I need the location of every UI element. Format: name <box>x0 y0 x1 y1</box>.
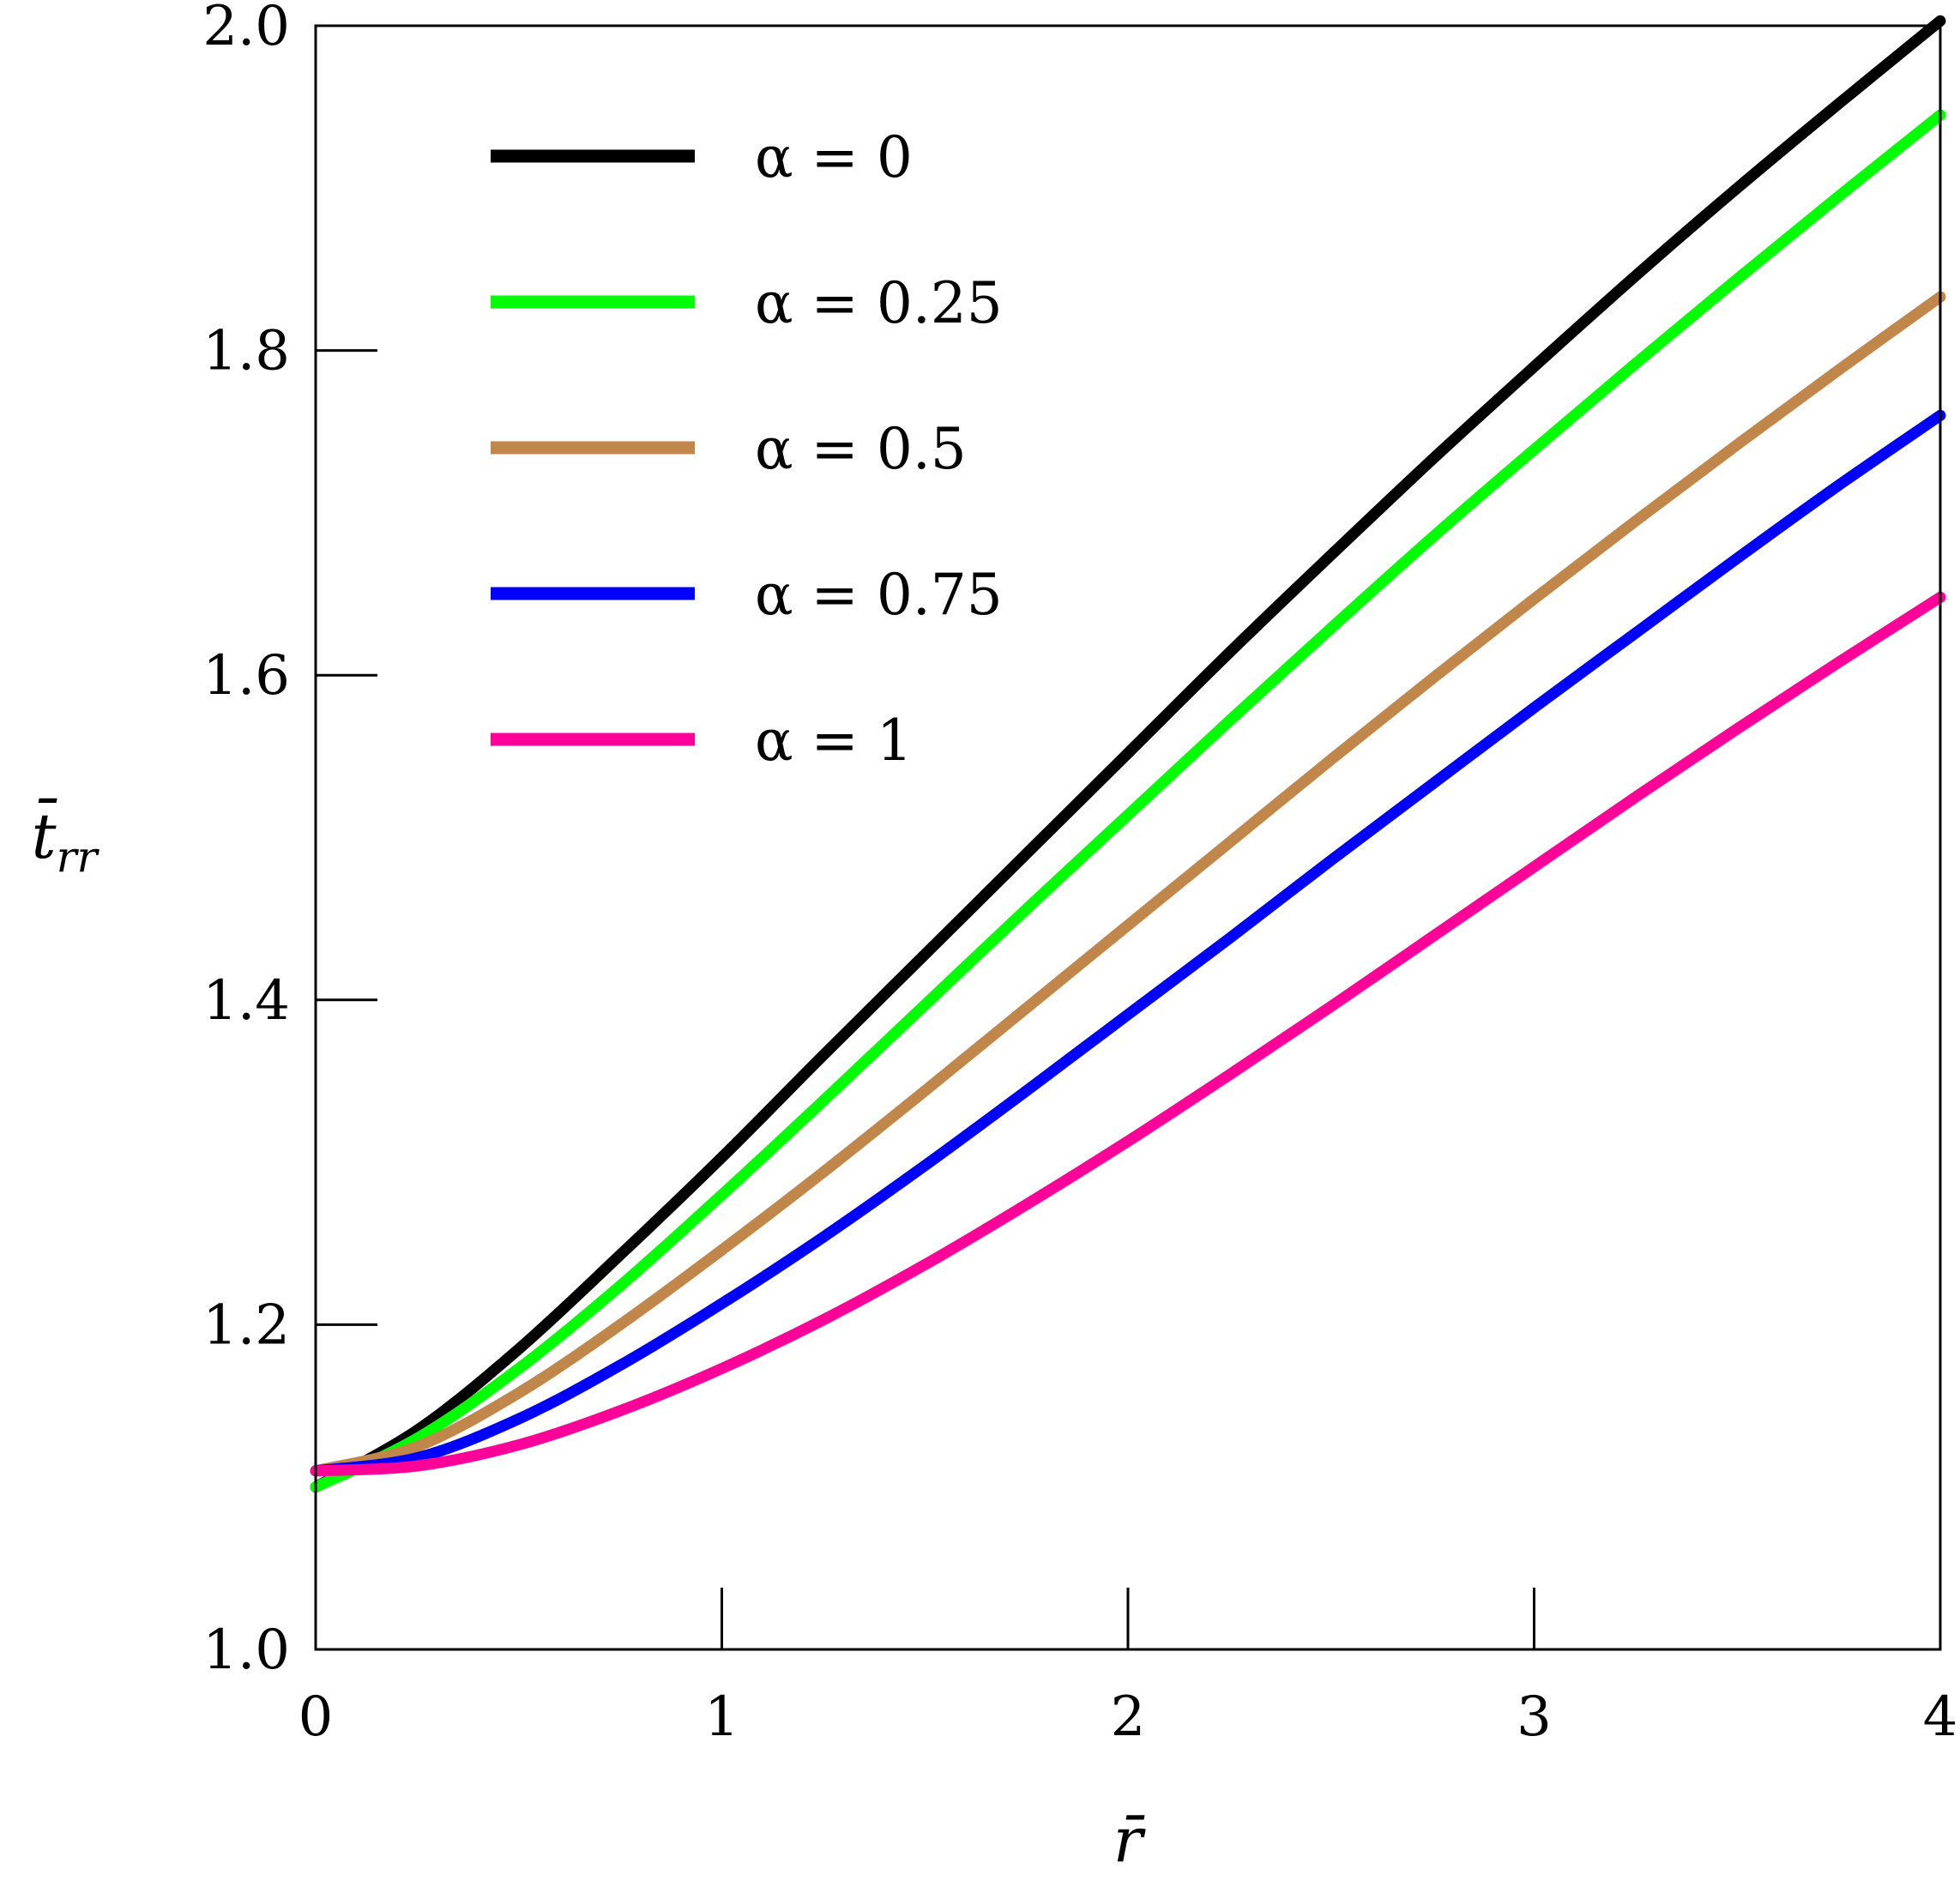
series-line-4 <box>310 591 1946 1477</box>
legend-label-0: α = 0 <box>755 124 913 190</box>
plot-series-group <box>310 15 1946 1493</box>
y-axis-label-subscript: rr <box>57 832 100 882</box>
legend: α = 0 α = 0.25 α = 0.5 α = 0.75 α = 1 <box>491 124 1003 774</box>
y-tick-label: 1.8 <box>202 320 290 383</box>
y-tick-label: 1.2 <box>202 1293 290 1357</box>
legend-label-1: α = 0.25 <box>755 270 1003 336</box>
y-tick-label: 1.6 <box>202 644 290 708</box>
series-line-1 <box>310 109 1946 1493</box>
series-line-0 <box>310 15 1946 1493</box>
y-tick-label: 2.0 <box>202 0 290 58</box>
plot-frame <box>314 24 1942 1651</box>
axis-ticks-group <box>316 349 1535 1649</box>
series-line-2 <box>310 291 1946 1477</box>
series-line-3 <box>310 409 1946 1477</box>
legend-label-4: α = 1 <box>755 708 913 774</box>
x-tick-label: 0 <box>299 1685 334 1749</box>
legend-label-2: α = 0.5 <box>755 416 967 482</box>
x-axis-label: r̄ <box>1113 1804 1146 1876</box>
legend-label-3: α = 0.75 <box>755 562 1003 628</box>
y-axis-label: t̄rr <box>32 797 100 882</box>
y-tick-label: 1.0 <box>202 1619 290 1682</box>
y-tick-label: 1.4 <box>202 969 290 1033</box>
x-tick-label: 4 <box>1923 1685 1958 1749</box>
x-tick-label: 1 <box>704 1685 739 1749</box>
x-tick-label: 3 <box>1517 1685 1552 1749</box>
x-tick-label: 2 <box>1111 1685 1146 1749</box>
y-axis-label-base: t̄ <box>32 797 57 872</box>
